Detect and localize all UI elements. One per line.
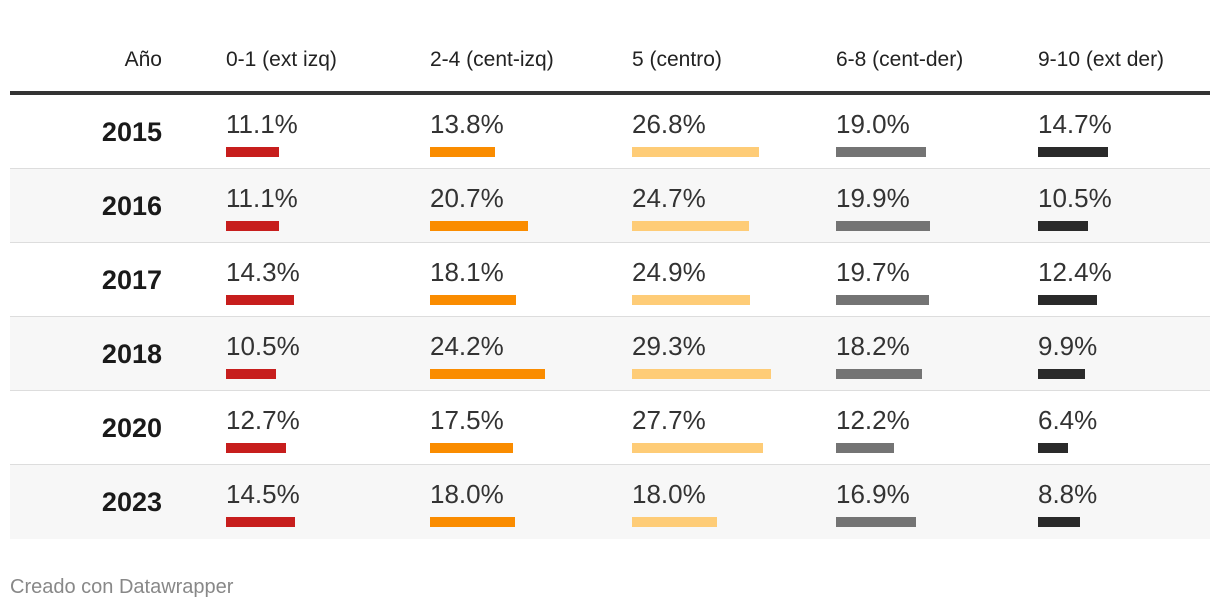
column-header-centro: 5 (centro) (632, 48, 722, 71)
value-label: 27.7% (632, 405, 706, 435)
value-label: 14.7% (1038, 109, 1112, 139)
value-label: 10.5% (1038, 183, 1112, 213)
column-header-year: Año (124, 48, 162, 71)
value-bar (1038, 369, 1085, 379)
value-label: 18.1% (430, 257, 504, 287)
value-bar (1038, 221, 1088, 231)
value-label: 11.1% (226, 183, 298, 213)
value-label: 6.4% (1038, 405, 1098, 435)
value-bar (632, 517, 717, 527)
column-header-cent-der: 6-8 (cent-der) (836, 48, 964, 71)
value-bar (1038, 443, 1068, 453)
row-year: 2017 (101, 265, 162, 295)
value-label: 19.7% (836, 257, 910, 287)
value-label: 26.8% (632, 109, 706, 139)
value-bar (430, 517, 515, 527)
value-label: 29.3% (632, 331, 706, 361)
value-label: 14.5% (226, 479, 300, 509)
footer-credit: Creado con Datawrapper (10, 576, 234, 598)
table-row: 2015 11.1% 13.8% 26.8% 19.0% 14.7% (10, 95, 1210, 169)
value-bar (226, 517, 295, 527)
value-label: 24.2% (430, 331, 504, 361)
value-bar (836, 147, 926, 157)
value-bar (430, 295, 516, 305)
value-label: 12.7% (226, 405, 300, 435)
column-header-ext-der: 9-10 (ext der) (1038, 48, 1165, 71)
row-year: 2016 (101, 191, 162, 221)
value-bar (836, 369, 922, 379)
value-bar (836, 517, 916, 527)
column-header-cent-izq: 2-4 (cent-izq) (430, 48, 554, 71)
table-row: 2018 10.5% 24.2% 29.3% 18.2% 9.9% (10, 317, 1210, 391)
value-label: 13.8% (430, 109, 504, 139)
table-row: 2020 12.7% 17.5% 27.7% 12.2% 6.4% (10, 391, 1210, 465)
column-header-ext-izq: 0-1 (ext izq) (226, 48, 337, 71)
value-label: 17.5% (430, 405, 504, 435)
row-year: 2018 (101, 339, 162, 369)
row-year: 2020 (101, 413, 162, 443)
value-label: 11.1% (226, 109, 298, 139)
value-bar (226, 295, 294, 305)
value-label: 19.0% (836, 109, 910, 139)
table-header: Año 0-1 (ext izq) 2-4 (cent-izq) 5 (centro)… (10, 34, 1210, 95)
value-bar (430, 221, 528, 231)
value-label: 12.4% (1038, 257, 1112, 287)
value-label: 20.7% (430, 183, 504, 213)
value-bar (836, 295, 929, 305)
value-bar (226, 443, 286, 453)
table-body: 2015 11.1% 13.8% 26.8% 19.0% 14.7% 2016 11.1% 20… (10, 95, 1210, 539)
value-bar (632, 147, 759, 157)
value-bar (226, 369, 276, 379)
table-row: 2017 14.3% 18.1% 24.9% 19.7% 12.4% (10, 243, 1210, 317)
value-bar (632, 295, 750, 305)
value-label: 8.8% (1038, 479, 1098, 509)
value-bar (836, 443, 894, 453)
value-bar (430, 369, 545, 379)
value-bar (1038, 517, 1080, 527)
value-label: 9.9% (1038, 331, 1098, 361)
value-bar (632, 369, 771, 379)
value-bar (632, 443, 763, 453)
value-label: 24.7% (632, 183, 706, 213)
value-label: 12.2% (836, 405, 910, 435)
value-bar (1038, 147, 1108, 157)
value-bar (430, 147, 495, 157)
value-label: 16.9% (836, 479, 910, 509)
value-label: 18.0% (430, 479, 504, 509)
value-label: 19.9% (836, 183, 910, 213)
value-label: 24.9% (632, 257, 706, 287)
value-label: 18.2% (836, 331, 910, 361)
row-year: 2015 (101, 117, 162, 147)
value-label: 18.0% (632, 479, 706, 509)
value-label: 10.5% (226, 331, 300, 361)
row-year: 2023 (101, 487, 162, 517)
value-label: 14.3% (226, 257, 300, 287)
value-bar (226, 147, 279, 157)
value-bar (226, 221, 279, 231)
table-row: 2016 11.1% 20.7% 24.7% 19.9% 10.5% (10, 169, 1210, 243)
data-table: Año 0-1 (ext izq) 2-4 (cent-izq) 5 (centro)… (10, 34, 1210, 539)
table-row: 2023 14.5% 18.0% 18.0% 16.9% 8.8% (10, 465, 1210, 539)
value-bar (836, 221, 930, 231)
value-bar (632, 221, 749, 231)
value-bar (430, 443, 513, 453)
value-bar (1038, 295, 1097, 305)
